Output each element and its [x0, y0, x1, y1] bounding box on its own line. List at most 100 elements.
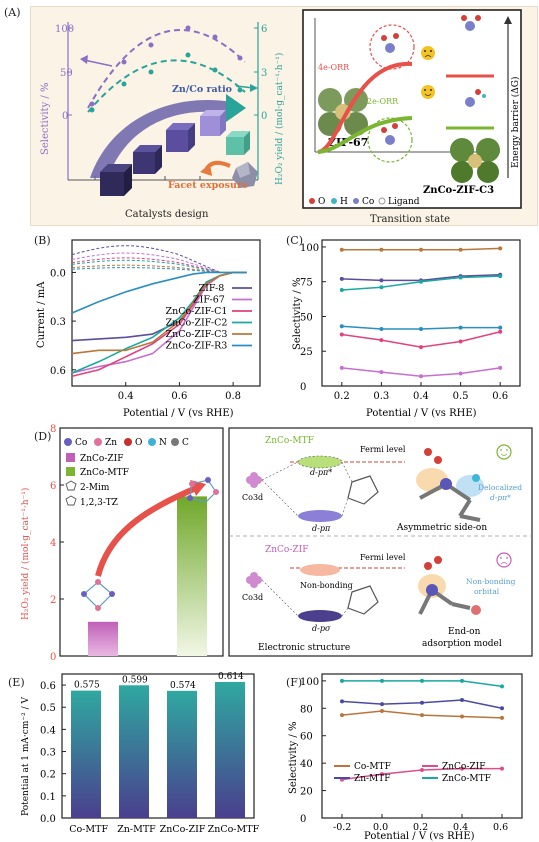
mtf-cluster	[187, 477, 219, 503]
c-point-2-1	[379, 285, 384, 290]
b-legend-label-1: ZIF-67	[193, 295, 225, 306]
f-point-1-1	[380, 702, 384, 707]
e-value-label-1: 0.599	[122, 675, 148, 685]
d-leg-n: N	[159, 438, 167, 448]
d-ytick-2: 4	[50, 538, 56, 549]
e-ytick-5: 0.5	[40, 703, 56, 714]
a-energy: Energy barrier (ΔG)	[510, 76, 521, 168]
e-ytick-2: 0.2	[40, 770, 56, 781]
d-endon-1: End-on	[448, 627, 481, 637]
e-bar-2	[167, 690, 197, 818]
c-point-2-3	[458, 275, 463, 280]
panel-c-label: (C)	[286, 234, 303, 247]
panel-d-label: (D)	[34, 430, 52, 443]
b-xtick-0: 0.4	[118, 391, 134, 402]
f-point-3-3	[460, 766, 464, 771]
c-point-0-2	[419, 247, 423, 252]
c-point-3-4	[498, 325, 503, 330]
cube-1	[100, 164, 132, 196]
d-dpistar-2: d-pπ*	[490, 493, 511, 502]
c-point-1-1	[379, 278, 384, 283]
d-ytick-0: 0	[50, 652, 56, 663]
d-co3d-1: Co3d	[242, 493, 263, 502]
c-point-4-3	[458, 339, 463, 344]
a-legend-o: O	[318, 197, 325, 207]
a-4e: 4e-ORR	[318, 63, 350, 72]
d-delocalized: Delocalized	[478, 483, 522, 492]
c-ytick-1: 25	[300, 347, 313, 358]
cube-3	[166, 123, 195, 152]
b-legend-label-3: ZnCo-ZIF-C2	[166, 318, 228, 329]
b-xtick-1: 0.6	[171, 391, 187, 402]
e-ytick-4: 0.4	[40, 725, 56, 736]
d-leg-tz: 1,2,3-TZ	[80, 498, 118, 508]
f-ytick-2: 40	[300, 759, 313, 770]
a-right-tick-0: 0	[261, 111, 267, 122]
electronic-box	[228, 427, 533, 657]
f-legend-label-0: Co-MTF	[354, 762, 391, 772]
c-point-2-2	[419, 279, 423, 284]
c-point-0-1	[379, 247, 384, 252]
mtf-orbital-icon	[246, 472, 262, 488]
chart-b: 0.4 0.6 0.80.00.30.6 ZIF-8ZIF-67ZnCo-ZIF-C…	[36, 239, 261, 419]
b-ring-curve-0	[71, 245, 247, 273]
f-ytick-5: 100	[300, 677, 319, 688]
f-legend-label-1: ZnCo-ZIF	[442, 762, 485, 772]
f-xtick-1: 0.0	[373, 822, 388, 833]
b-xtick-2: 0.8	[225, 391, 241, 402]
zif-cluster	[81, 579, 115, 611]
c-point-3-0	[339, 324, 344, 329]
mtf-model	[416, 448, 484, 522]
f-point-0-0	[340, 678, 344, 683]
f-xtick-4: 0.6	[493, 822, 508, 833]
c-ytick-3: 75	[300, 278, 313, 289]
a-arrow-label: Zn/Co ratio	[172, 84, 232, 95]
d-fermi-1: Fermi level	[360, 445, 406, 454]
f-xtick-3: 0.4	[453, 822, 468, 833]
a-left-tick-50: 50	[60, 68, 73, 79]
b-curve-4	[71, 271, 247, 355]
c-point-3-2	[419, 326, 423, 331]
c-point-3-1	[379, 326, 384, 331]
a-left-tick-0: 0	[62, 111, 68, 122]
c-point-5-0	[339, 365, 344, 370]
panel-e-label: (E)	[8, 676, 25, 689]
b-ytick-2: 0.6	[50, 366, 66, 377]
c-point-5-4	[498, 365, 503, 370]
c-point-2-4	[498, 274, 503, 279]
f-point-0-4	[500, 684, 504, 689]
c-point-0-4	[498, 246, 503, 251]
b-legend-label-2: ZnCo-ZIF-C1	[166, 306, 228, 317]
c-point-5-1	[379, 370, 384, 375]
znco-crystal	[450, 138, 500, 183]
c-xlabel: Potential / V (vs RHE)	[366, 408, 477, 419]
d-endon-2: adsorption model	[422, 639, 502, 649]
b-curve-5	[71, 271, 247, 314]
b-ylabel: Current / mA	[36, 281, 47, 348]
f-ylabel: Selectivity / %	[288, 722, 299, 794]
c-xtick-4: 0.6	[492, 391, 508, 402]
d-dsigma: d-pσ	[312, 624, 331, 633]
f-point-2-0	[340, 713, 344, 718]
d-leg-mtf: ZnCo-MTF	[80, 468, 129, 478]
a-ylabel-right: H₂O₂ yield / (mol·g_cat⁻¹·h⁻¹)	[274, 53, 285, 185]
b-ring-curve-1	[71, 252, 247, 273]
c-xtick-1: 0.3	[373, 391, 389, 402]
e-category-1: Zn-MTF	[117, 824, 156, 835]
f-point-2-4	[500, 715, 504, 720]
d-leg-c: C	[182, 438, 189, 448]
d-leg-zn: Zn	[105, 438, 117, 448]
c-point-4-1	[379, 338, 384, 343]
c-xtick-2: 0.4	[413, 391, 429, 402]
zif-orbital-icon	[246, 572, 262, 588]
c-ylabel: Selectivity / %	[292, 278, 303, 350]
a-legend-co: Co	[362, 197, 374, 207]
a-ylabel-left: Selectivity / %	[40, 83, 51, 155]
d-leg-co: Co	[75, 438, 87, 448]
c-point-4-2	[419, 345, 423, 350]
f-point-3-1	[380, 772, 384, 777]
c-point-4-4	[498, 329, 503, 334]
cube-2	[133, 145, 162, 174]
d-ytick-3: 6	[50, 481, 56, 492]
